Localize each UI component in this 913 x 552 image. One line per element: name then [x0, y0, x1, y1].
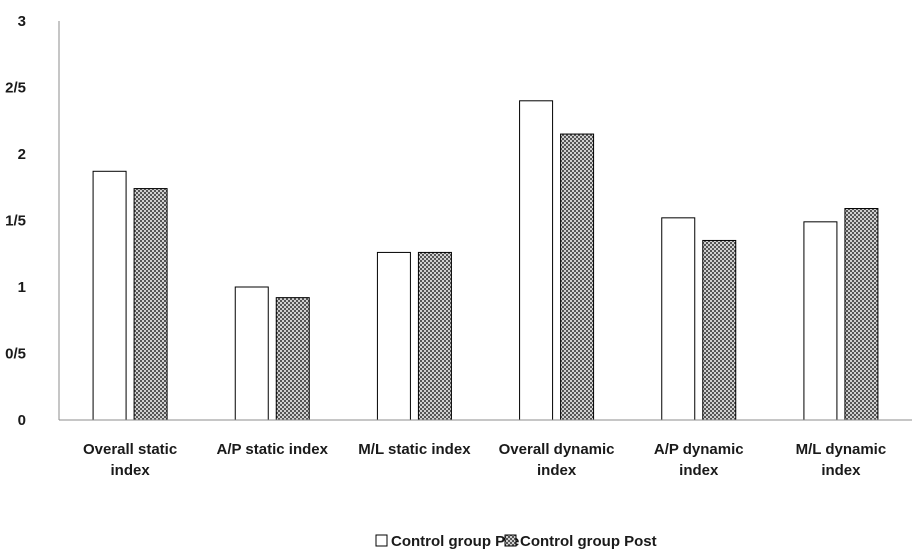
legend-swatch-post	[504, 534, 517, 547]
bar-post-5	[844, 208, 879, 421]
bar-post-4	[702, 239, 737, 421]
y-tick-label: 2	[18, 146, 26, 163]
y-tick-label: 3	[18, 13, 26, 30]
bar-pre-5	[803, 221, 838, 421]
x-category-label: index	[821, 462, 861, 479]
legend-swatch-pre	[375, 534, 388, 547]
legend-label: Control group Post	[520, 533, 657, 550]
bar-pre-1	[234, 286, 269, 421]
x-category-label: index	[537, 462, 577, 479]
bar-post-1	[275, 297, 310, 421]
x-category-label: Overall dynamic	[499, 441, 615, 458]
bar-post-0	[133, 188, 168, 421]
x-category-label: A/P dynamic	[654, 441, 744, 458]
y-axis: 0 0/5 1 1/5 2 2/5 3	[5, 13, 60, 429]
y-tick-label: 0	[18, 412, 26, 429]
y-tick-label: 1	[18, 279, 26, 296]
y-tick-label: 2/5	[5, 80, 26, 97]
bar-pre-0	[92, 170, 127, 421]
x-category-label: A/P static index	[217, 441, 329, 458]
bar-pre-4	[661, 217, 696, 421]
x-axis: Overall static index A/P static index M/L s…	[59, 419, 912, 479]
bar-pre-2	[376, 251, 411, 421]
legend-label: Control group Pre	[391, 533, 519, 550]
x-category-label: M/L dynamic	[796, 441, 887, 458]
bars-group	[92, 100, 879, 421]
y-tick-label: 0/5	[5, 346, 26, 363]
bar-pre-3	[519, 100, 554, 421]
x-category-label: index	[679, 462, 719, 479]
x-category-label: index	[110, 462, 150, 479]
bar-post-3	[560, 133, 595, 421]
x-category-label: Overall static	[83, 441, 177, 458]
legend: Control group Pre Control group Post	[375, 533, 657, 550]
y-tick-label: 1/5	[5, 213, 26, 230]
x-category-label: M/L static index	[358, 441, 471, 458]
bar-post-2	[417, 251, 452, 421]
